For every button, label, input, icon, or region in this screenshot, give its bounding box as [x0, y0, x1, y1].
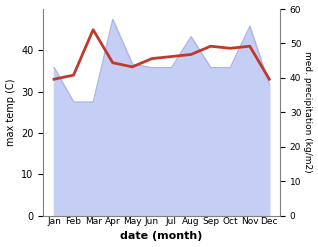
Y-axis label: max temp (C): max temp (C) — [5, 79, 16, 146]
Y-axis label: med. precipitation (kg/m2): med. precipitation (kg/m2) — [303, 51, 313, 173]
X-axis label: date (month): date (month) — [121, 231, 203, 242]
